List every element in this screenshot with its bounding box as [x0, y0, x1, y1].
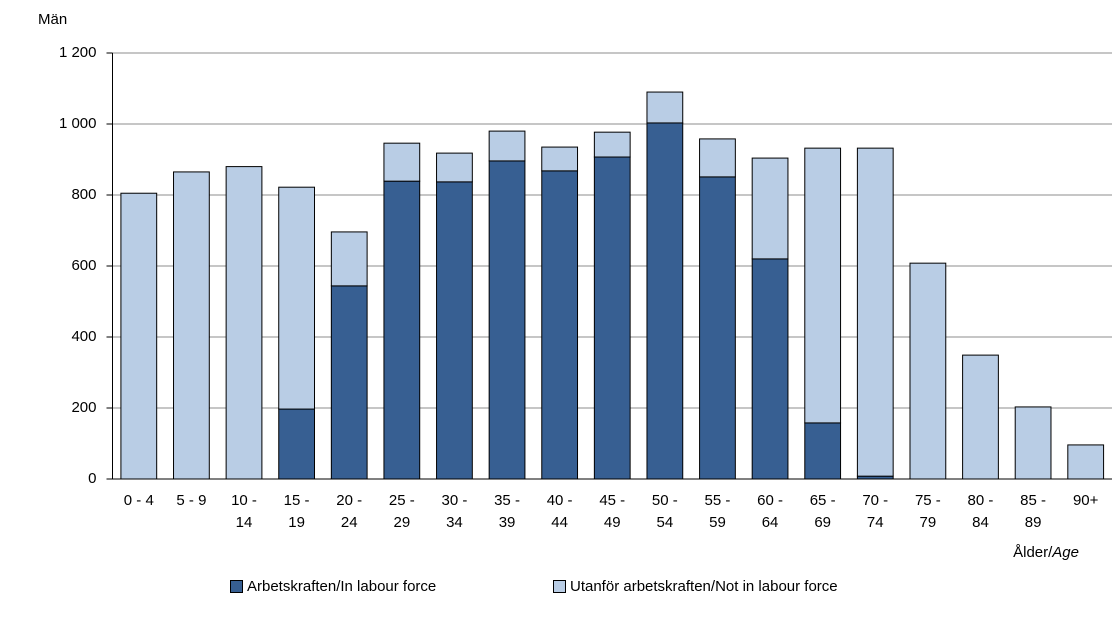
- bar-segment: [541, 170, 579, 480]
- x-tick-label: 55 - 59: [704, 492, 731, 531]
- bar-segment: [699, 176, 736, 480]
- bar-segment: [751, 157, 789, 260]
- bar-segment: [646, 91, 684, 124]
- bar-segment: [751, 258, 789, 480]
- bar-segment: [383, 142, 421, 182]
- bar-segment: [856, 147, 894, 477]
- x-tick-label: 15 - 19: [283, 492, 310, 531]
- bar-segment: [330, 285, 368, 480]
- legend-item: Arbetskraften/In labour force: [230, 578, 436, 595]
- x-tick-label: 90+: [1072, 492, 1099, 509]
- x-tick-label: 80 - 84: [967, 492, 994, 531]
- bar-segment: [541, 146, 579, 172]
- bar-segment: [909, 262, 947, 480]
- bar-segment: [436, 152, 473, 183]
- x-tick-label: 30 - 34: [441, 492, 468, 531]
- y-tick-label: 1 000: [59, 115, 97, 132]
- x-tick-label: 10 - 14: [231, 492, 257, 531]
- bar-segment: [962, 354, 999, 480]
- bar-segment: [330, 231, 368, 287]
- bar-segment: [699, 138, 736, 178]
- legend-item: Utanför arbetskraften/Not in labour forc…: [553, 578, 838, 595]
- x-tick-label: 35 - 39: [494, 492, 520, 531]
- x-tick-label: 45 - 49: [599, 492, 626, 531]
- x-tick-label: 50 - 54: [651, 492, 678, 531]
- legend-label: Utanför arbetskraften/Not in labour forc…: [570, 578, 838, 595]
- x-tick-label: 65 - 69: [809, 492, 836, 531]
- x-axis-label-part: Ålder/: [1013, 544, 1053, 561]
- bar-segment: [593, 156, 631, 480]
- bar-segment: [646, 122, 684, 480]
- y-tick-label: 200: [71, 399, 96, 416]
- bar-segment: [1014, 406, 1052, 480]
- bar-segment: [804, 422, 842, 480]
- bar-segment: [1067, 444, 1105, 480]
- x-tick-label: 70 - 74: [862, 492, 889, 531]
- x-tick-label: 60 - 64: [757, 492, 783, 531]
- y-tick-label: 0: [88, 470, 96, 487]
- x-tick-label: 0 - 4: [123, 492, 154, 509]
- y-tick-label: 800: [71, 186, 96, 203]
- bar-segment: [436, 181, 473, 480]
- bar-segment: [593, 131, 631, 158]
- bar-segment: [225, 166, 263, 480]
- y-axis-label: Män: [38, 11, 67, 28]
- bar-segment: [278, 186, 316, 410]
- x-tick-label: 5 - 9: [176, 492, 207, 509]
- y-tick-label: 600: [71, 257, 96, 274]
- bar-segment: [278, 408, 316, 480]
- legend-label: Arbetskraften/In labour force: [247, 578, 437, 595]
- bar-segment: [804, 147, 842, 424]
- bar-segment: [120, 192, 158, 480]
- legend-swatch: [553, 580, 566, 593]
- bar-segment: [173, 171, 210, 480]
- y-tick-label: 1 200: [59, 44, 97, 61]
- y-tick-label: 400: [71, 328, 96, 345]
- x-tick-label: 20 - 24: [336, 492, 363, 531]
- bar-segment: [488, 160, 526, 480]
- x-axis-label: Ålder/Age: [1013, 544, 1079, 561]
- x-tick-label: 40 - 44: [546, 492, 573, 531]
- x-tick-label: 75 - 79: [914, 492, 941, 531]
- x-tick-label: 25 - 29: [388, 492, 415, 531]
- x-axis-label-part: Age: [1051, 544, 1079, 561]
- x-tick-label: 85 - 89: [1020, 492, 1046, 531]
- bar-segment: [488, 130, 526, 162]
- legend-swatch: [230, 580, 243, 593]
- bar-segment: [383, 180, 421, 480]
